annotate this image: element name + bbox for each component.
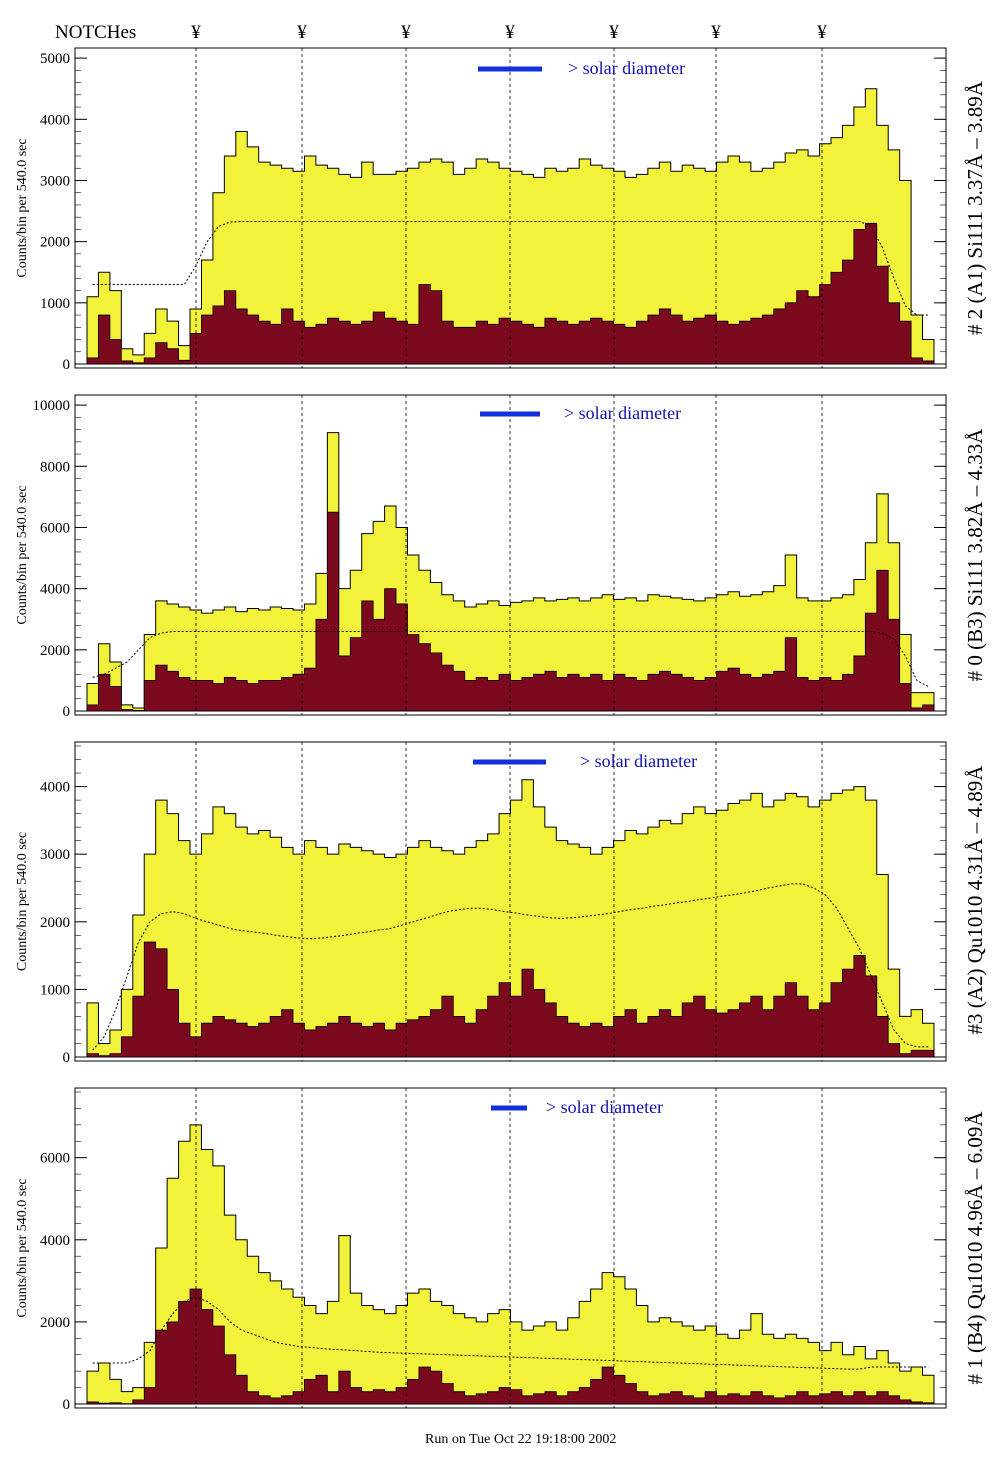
chart-panel: 0 2000 4000 6000 Counts/bin per 540.0 sec > s… (15, 1087, 987, 1413)
y-tick-label: 4000 (40, 1233, 70, 1249)
y-axis-label: Counts/bin per 540.0 sec (15, 832, 30, 971)
y-tick-label: 2000 (40, 643, 70, 659)
y-tick-label: 4000 (40, 780, 70, 796)
y-tick-label: 0 (63, 1397, 71, 1413)
notch-marker: ¥ (505, 22, 515, 43)
model-curve (92, 220, 929, 316)
total-counts-area (86, 88, 935, 365)
y-axis-label: Counts/bin per 540.0 sec (15, 485, 30, 624)
notch-marker: ¥ (401, 22, 411, 43)
panel-label: # 2 (A1) Si111 3.37Å – 3.89Å (963, 80, 987, 335)
y-tick-label: 0 (63, 357, 71, 373)
chart-panel: 0 1000 2000 3000 4000 Counts/bin per 540.0 se… (15, 741, 987, 1066)
y-tick-label: 3000 (40, 847, 70, 863)
notch-marker: ¥ (609, 22, 619, 43)
component-counts-area (86, 511, 935, 712)
y-tick-label: 2000 (40, 235, 70, 251)
total-counts-area (86, 779, 935, 1058)
plot-frame (74, 47, 947, 369)
legend-label: > solar diameter (568, 58, 685, 78)
model-curve (92, 1296, 929, 1370)
notch-label: NOTCHes (55, 22, 136, 43)
legend-label: > solar diameter (580, 751, 697, 771)
total-counts-area (86, 1124, 935, 1405)
y-tick-label: 5000 (40, 51, 70, 67)
y-tick-label: 2000 (40, 915, 70, 931)
y-tick-label: 0 (63, 1050, 71, 1066)
y-axis-label: Counts/bin per 540.0 sec (15, 138, 30, 277)
component-counts-area (86, 222, 935, 365)
y-tick-label: 1000 (40, 982, 70, 998)
component-counts-area (86, 1288, 935, 1405)
legend-label: > solar diameter (546, 1097, 663, 1117)
notch-marker: ¥ (191, 22, 201, 43)
run-footer: Run on Tue Oct 22 19:18:00 2002 (425, 1432, 616, 1447)
model-curve (92, 883, 929, 1051)
panel-label: #3 (A2) Qu1010 4.31Å – 4.89Å (963, 765, 987, 1035)
y-tick-label: 4000 (40, 582, 70, 598)
y-tick-label: 0 (63, 704, 71, 720)
model-curve (92, 630, 929, 687)
y-tick-label: 10000 (33, 398, 71, 414)
chart-panel: 0 2000 4000 6000 8000 10000 Counts/bin per 540… (15, 394, 987, 720)
y-axis-label: Counts/bin per 540.0 sec (15, 1178, 30, 1317)
y-tick-label: 6000 (40, 520, 70, 536)
y-tick-label: 3000 (40, 173, 70, 189)
y-tick-label: 6000 (40, 1151, 70, 1167)
y-tick-label: 2000 (40, 1315, 70, 1331)
y-tick-label: 1000 (40, 296, 70, 312)
component-counts-area (86, 941, 935, 1058)
chart-panels: 0 1000 2000 3000 4000 5000 Counts/bin per 540.… (15, 47, 987, 1413)
plot-frame (74, 394, 947, 716)
notch-markers: ¥ ¥ ¥ ¥ ¥ ¥ ¥ (191, 22, 827, 43)
y-tick-label: 8000 (40, 459, 70, 475)
plot-frame (74, 741, 947, 1062)
notch-marker: ¥ (711, 22, 721, 43)
plot-frame (74, 1087, 947, 1409)
panel-label: # 0 (B3) Si111 3.82Å – 4.33Å (963, 428, 987, 682)
notch-marker: ¥ (297, 22, 307, 43)
notch-marker: ¥ (817, 22, 827, 43)
panel-label: # 1 (B4) Qu1010 4.96Å – 6.09Å (963, 1111, 987, 1385)
total-counts-area (86, 432, 935, 712)
y-tick-label: 4000 (40, 112, 70, 128)
chart-panel: 0 1000 2000 3000 4000 5000 Counts/bin per 540.… (15, 47, 987, 373)
legend-label: > solar diameter (564, 403, 681, 423)
